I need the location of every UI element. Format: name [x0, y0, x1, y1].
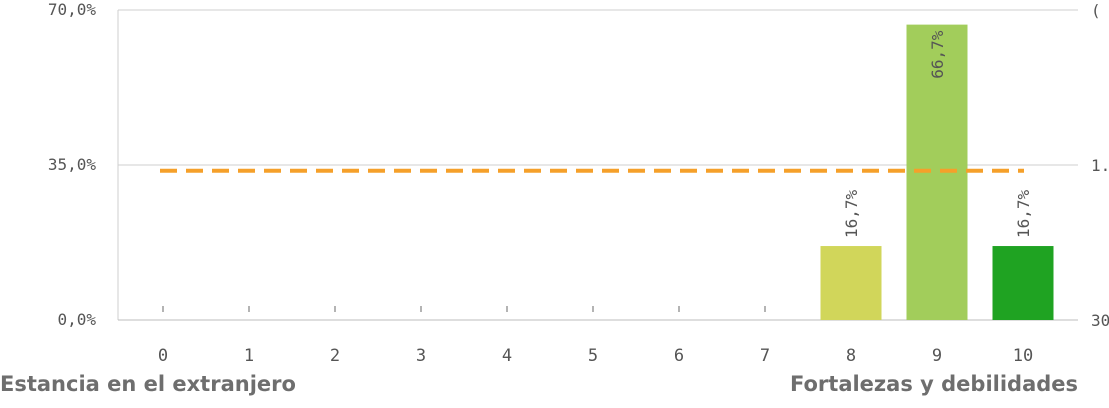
- x-tick-label: 0: [158, 346, 168, 366]
- x-tick-label: 9: [932, 346, 942, 366]
- caption-fortalezas: Fortalezas y debilidades: [790, 372, 1079, 396]
- x-tick-label: 7: [760, 346, 770, 366]
- x-tick-label: 4: [502, 346, 512, 366]
- x-tick-label: 2: [330, 346, 340, 366]
- y-tick-label: 0,0%: [57, 310, 96, 329]
- y-tick-label: 35,0%: [48, 155, 97, 174]
- x-tick-label: 6: [674, 346, 684, 366]
- x-tick-label: 10: [1013, 346, 1033, 366]
- x-tick-label: 8: [846, 346, 856, 366]
- right-tick-label: 30: [1091, 311, 1109, 330]
- x-tick-label: 5: [588, 346, 598, 366]
- data-label: 16,7%: [842, 190, 861, 239]
- right-tick-label: (: [1091, 1, 1101, 20]
- y-tick-label: 70,0%: [48, 0, 97, 19]
- data-label: 16,7%: [1014, 190, 1033, 239]
- right-tick-label: 1.: [1091, 156, 1109, 175]
- bar: [992, 246, 1054, 320]
- caption-estancia: Estancia en el extranjero: [0, 372, 296, 396]
- data-label: 66,7%: [928, 30, 947, 79]
- x-tick-label: 3: [416, 346, 426, 366]
- x-tick-label: 1: [244, 346, 254, 366]
- bar: [820, 246, 882, 320]
